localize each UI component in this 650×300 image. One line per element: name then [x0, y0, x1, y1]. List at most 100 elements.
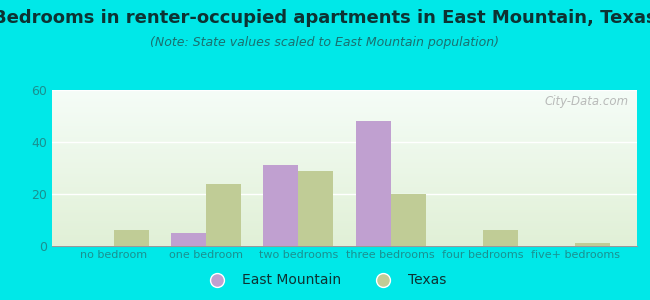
Bar	[52, 193, 637, 194]
Bar	[52, 106, 637, 107]
Legend: East Mountain, Texas: East Mountain, Texas	[198, 268, 452, 293]
Bar	[52, 213, 637, 215]
Bar	[52, 152, 637, 154]
Bar	[52, 132, 637, 134]
Bar	[52, 206, 637, 207]
Bar	[52, 90, 637, 92]
Bar	[52, 92, 637, 93]
Bar	[52, 128, 637, 129]
Bar	[52, 109, 637, 110]
Bar	[52, 149, 637, 151]
Bar	[52, 124, 637, 126]
Bar	[52, 96, 637, 98]
Bar	[52, 235, 637, 237]
Bar	[52, 177, 637, 179]
Bar	[52, 112, 637, 113]
Bar	[52, 167, 637, 168]
Bar	[575, 243, 610, 246]
Bar	[52, 120, 637, 121]
Bar	[52, 215, 637, 216]
Bar	[52, 126, 637, 128]
Bar	[52, 238, 637, 240]
Bar	[52, 174, 637, 176]
Bar	[52, 142, 637, 143]
Bar	[52, 145, 637, 146]
Bar	[52, 240, 637, 241]
Bar	[391, 194, 426, 246]
Bar	[52, 159, 637, 160]
Bar	[114, 230, 149, 246]
Bar	[52, 110, 637, 112]
Bar	[52, 146, 637, 148]
Bar	[52, 130, 637, 132]
Bar	[52, 134, 637, 135]
Bar	[52, 171, 637, 173]
Bar	[52, 210, 637, 212]
Bar	[52, 151, 637, 152]
Bar	[52, 190, 637, 191]
Bar	[52, 224, 637, 226]
Bar	[52, 154, 637, 155]
Bar	[52, 160, 637, 162]
Bar	[52, 104, 637, 106]
Bar	[52, 179, 637, 181]
Bar	[52, 137, 637, 138]
Bar	[52, 212, 637, 213]
Bar	[52, 241, 637, 243]
Bar	[52, 187, 637, 188]
Bar	[52, 116, 637, 118]
Bar	[52, 113, 637, 115]
Bar	[52, 181, 637, 182]
Bar	[52, 157, 637, 159]
Bar	[52, 155, 637, 157]
Bar	[52, 118, 637, 120]
Bar	[52, 184, 637, 185]
Bar	[52, 223, 637, 224]
Bar	[52, 163, 637, 165]
Bar	[52, 165, 637, 166]
Bar	[52, 237, 637, 238]
Bar	[52, 98, 637, 99]
Bar	[52, 220, 637, 221]
Bar	[52, 107, 637, 109]
Bar	[52, 115, 637, 116]
Bar	[52, 99, 637, 101]
Bar	[52, 216, 637, 218]
Bar	[52, 143, 637, 145]
Bar	[52, 207, 637, 208]
Bar	[483, 230, 518, 246]
Bar	[52, 123, 637, 124]
Bar	[52, 169, 637, 171]
Bar	[52, 191, 637, 193]
Bar	[52, 182, 637, 184]
Bar	[52, 168, 637, 170]
Bar	[52, 221, 637, 223]
Bar	[52, 162, 637, 163]
Text: (Note: State values scaled to East Mountain population): (Note: State values scaled to East Mount…	[151, 36, 499, 49]
Text: Bedrooms in renter-occupied apartments in East Mountain, Texas: Bedrooms in renter-occupied apartments i…	[0, 9, 650, 27]
Bar	[52, 226, 637, 227]
Bar	[52, 95, 637, 96]
Bar	[52, 176, 637, 177]
Bar	[206, 184, 241, 246]
Bar	[52, 101, 637, 103]
Bar	[52, 232, 637, 233]
Bar	[52, 135, 637, 137]
Bar	[52, 233, 637, 235]
Bar	[52, 202, 637, 204]
Bar	[52, 230, 637, 232]
Bar	[52, 218, 637, 220]
Bar	[171, 233, 206, 246]
Bar	[52, 185, 637, 187]
Bar	[52, 188, 637, 190]
Bar	[52, 201, 637, 202]
Bar	[52, 244, 637, 246]
Bar	[52, 227, 637, 229]
Bar	[52, 129, 637, 130]
Bar	[52, 121, 637, 123]
Bar	[356, 121, 391, 246]
Bar	[52, 229, 637, 230]
Bar	[52, 196, 637, 198]
Text: City-Data.com: City-Data.com	[544, 95, 628, 108]
Bar	[52, 194, 637, 196]
